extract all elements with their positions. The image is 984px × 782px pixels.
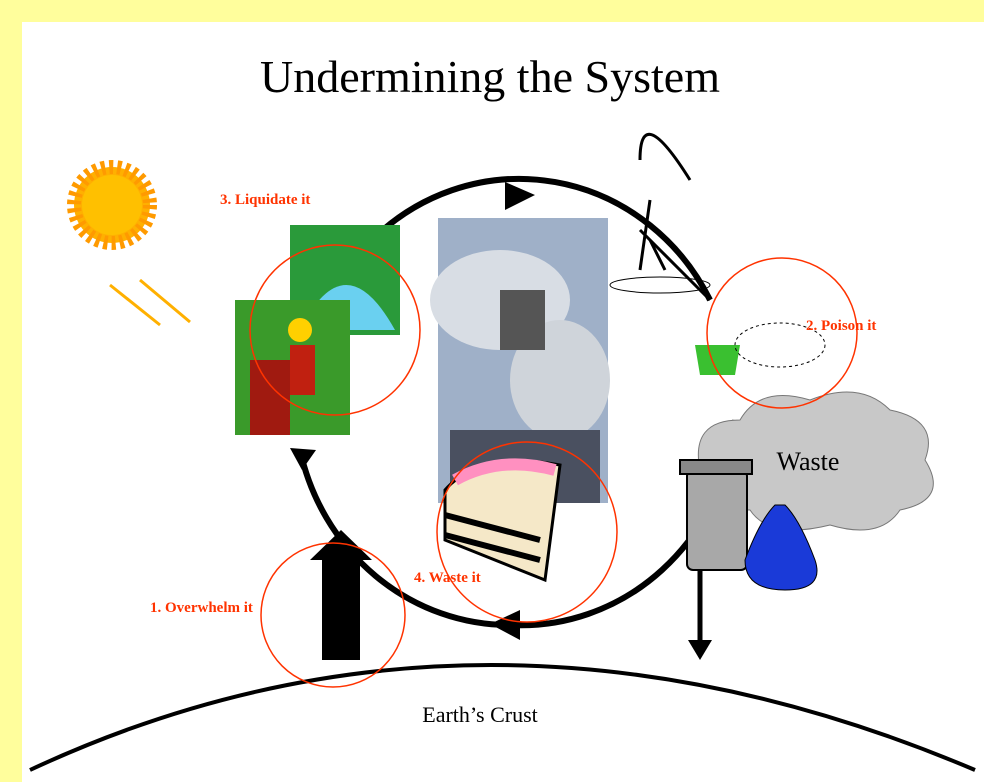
- liquidate-label: 3. Liquidate it: [220, 192, 310, 208]
- poison-label: 2. Poison it: [806, 318, 876, 334]
- slide-title: Undermining the System: [260, 51, 720, 102]
- waste-label: Waste: [777, 447, 840, 476]
- page: Undermining the System: [0, 0, 984, 782]
- up-arrow: [322, 555, 360, 660]
- trash-can: [680, 460, 752, 570]
- crust-label: Earth’s Crust: [422, 702, 538, 727]
- slide: Undermining the System: [0, 0, 984, 782]
- overwhelm-label: 1. Overwhelm it: [150, 600, 253, 616]
- waste-it-label: 4. Waste it: [414, 570, 481, 586]
